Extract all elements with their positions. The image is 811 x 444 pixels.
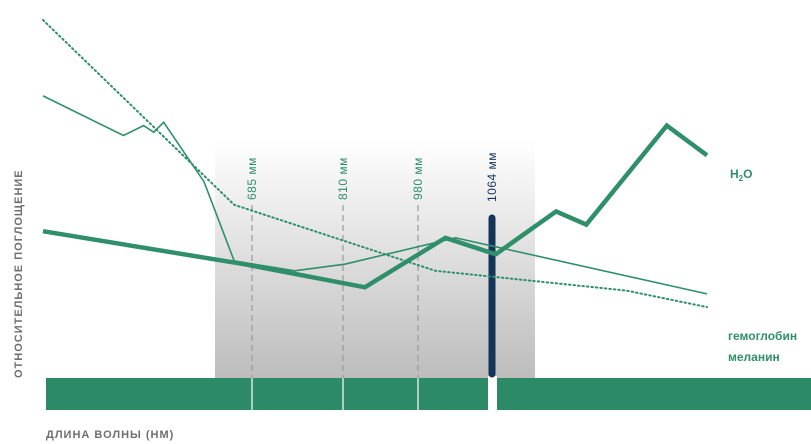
marker-label-980: 980 мм — [411, 157, 425, 200]
marker-label-1064: 1064 мм — [485, 152, 499, 202]
y-axis-title: ОТНОСИТЕЛЬНОЕ ПОГЛОЩЕНИЕ — [13, 169, 25, 378]
series-lines — [42, 19, 709, 309]
wavelength-markers: 685 мм 810 мм 980 мм 1064 мм — [245, 152, 499, 410]
series-label-melanin: меланин — [728, 350, 780, 364]
series-label-h2o: H2O — [730, 167, 752, 183]
therapeutic-window-band — [215, 140, 535, 380]
marker-label-685: 685 мм — [245, 157, 259, 200]
x-axis-title: ДЛИНА ВОЛНЫ (НМ) — [46, 429, 174, 441]
series-label-hemoglobin: гемоглобин — [728, 329, 797, 343]
series-line-1 — [42, 95, 708, 295]
spectrum-bar — [46, 378, 811, 410]
spectrum-bar-gap — [488, 376, 497, 412]
marker-label-810: 810 мм — [336, 157, 350, 200]
series-line-2 — [42, 19, 708, 309]
series-line-0 — [42, 122, 709, 290]
